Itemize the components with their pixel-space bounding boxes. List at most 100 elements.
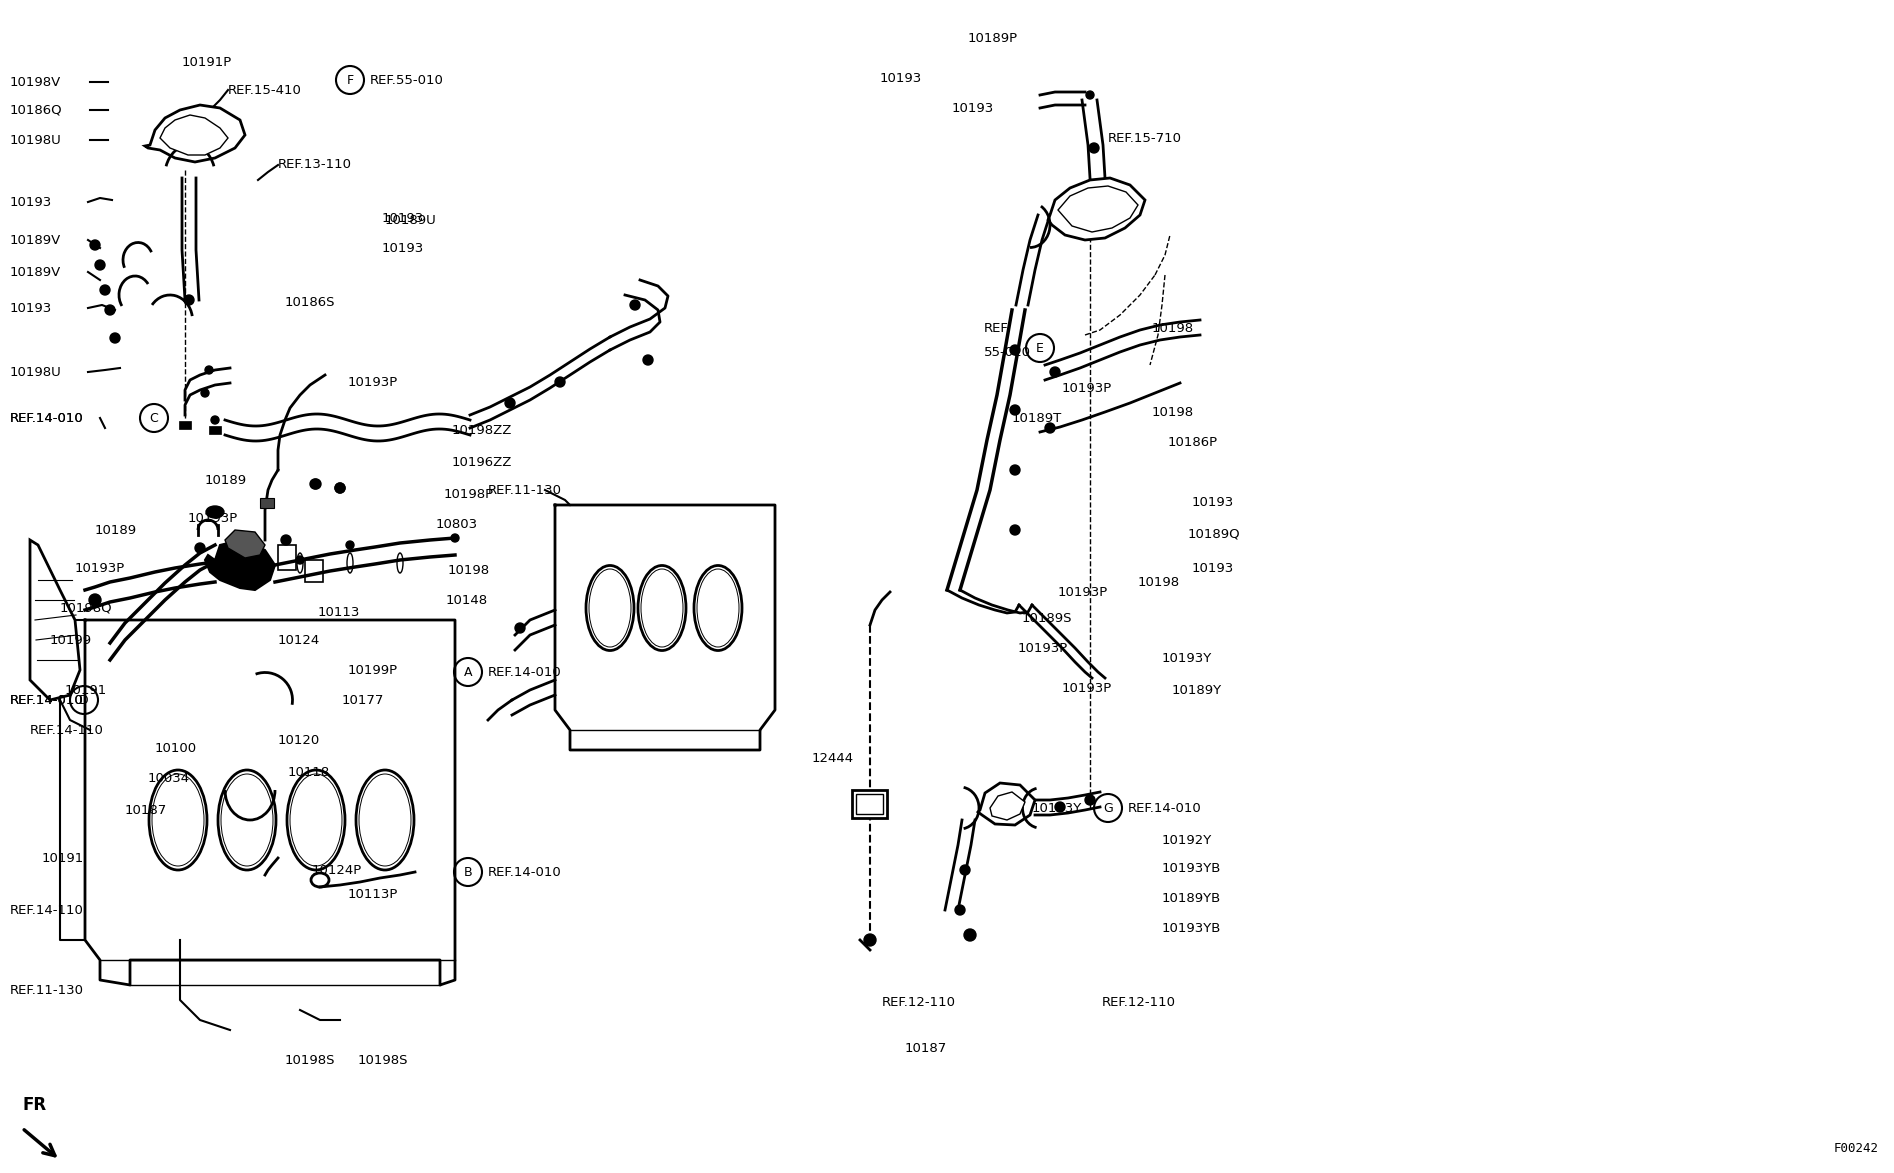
Text: 10189YB: 10189YB	[1163, 891, 1222, 904]
Circle shape	[347, 541, 354, 549]
Circle shape	[205, 366, 212, 374]
Circle shape	[631, 300, 640, 310]
Ellipse shape	[206, 506, 223, 518]
Text: REF.14-010: REF.14-010	[9, 412, 83, 425]
Circle shape	[335, 483, 345, 493]
Text: 10198: 10198	[449, 563, 491, 576]
Text: 10193: 10193	[1191, 562, 1235, 575]
Text: 10193: 10193	[953, 102, 994, 115]
Text: 10189V: 10189V	[9, 265, 61, 278]
Circle shape	[515, 623, 525, 633]
Text: 10198U: 10198U	[9, 366, 63, 379]
Text: 10193: 10193	[881, 72, 922, 84]
Circle shape	[295, 556, 305, 564]
Circle shape	[201, 389, 208, 396]
Text: REF.15-410: REF.15-410	[227, 83, 301, 96]
Text: 10189Y: 10189Y	[1172, 684, 1222, 697]
Polygon shape	[1059, 187, 1138, 232]
Text: 10191: 10191	[42, 852, 83, 865]
Text: G: G	[1102, 801, 1114, 814]
Text: 12444: 12444	[813, 752, 854, 765]
Circle shape	[110, 333, 119, 343]
Circle shape	[95, 260, 104, 270]
Text: 10189P: 10189P	[968, 32, 1019, 45]
Text: 10193: 10193	[9, 301, 53, 314]
Text: 10198: 10198	[1138, 576, 1180, 589]
Polygon shape	[30, 540, 80, 700]
Circle shape	[955, 906, 966, 915]
Circle shape	[1089, 143, 1099, 152]
Circle shape	[1055, 802, 1064, 812]
Circle shape	[100, 285, 110, 294]
Text: 10199P: 10199P	[348, 664, 398, 677]
Circle shape	[1010, 465, 1021, 475]
Text: 10189: 10189	[95, 523, 136, 536]
Text: 10198ZZ: 10198ZZ	[453, 423, 513, 436]
Polygon shape	[146, 106, 244, 162]
Circle shape	[960, 865, 970, 875]
Text: REF.15-710: REF.15-710	[1108, 131, 1182, 144]
Circle shape	[1010, 405, 1021, 415]
Circle shape	[335, 483, 345, 493]
Circle shape	[642, 355, 653, 365]
Polygon shape	[991, 792, 1025, 820]
Text: 10148: 10148	[445, 594, 489, 606]
Text: REF.: REF.	[985, 321, 1011, 334]
Text: 10198P: 10198P	[443, 488, 494, 501]
Text: E: E	[1036, 341, 1044, 354]
Bar	[278, 545, 295, 570]
Text: 10193: 10193	[383, 211, 424, 224]
Text: 10193P: 10193P	[1063, 381, 1112, 394]
Text: 10192Y: 10192Y	[1163, 834, 1212, 847]
Text: 10193Y: 10193Y	[1163, 651, 1212, 664]
Text: 10186Q: 10186Q	[9, 103, 63, 116]
Text: 10189T: 10189T	[1011, 412, 1063, 425]
Text: 10177: 10177	[343, 693, 384, 706]
Text: 10193Y: 10193Y	[1032, 801, 1081, 814]
Circle shape	[195, 543, 205, 552]
Text: FR: FR	[23, 1096, 45, 1114]
Circle shape	[451, 534, 458, 542]
Text: 10191: 10191	[64, 684, 108, 697]
Text: REF.13-110: REF.13-110	[278, 158, 352, 171]
Text: F: F	[227, 561, 233, 574]
Text: 10198: 10198	[1152, 321, 1193, 334]
Text: 10198Q: 10198Q	[61, 602, 112, 615]
Text: 10193YB: 10193YB	[1163, 861, 1222, 875]
Circle shape	[311, 479, 320, 489]
Text: 10193YB: 10193YB	[1163, 922, 1222, 935]
Circle shape	[89, 594, 100, 606]
Text: 10120: 10120	[278, 733, 320, 746]
Circle shape	[280, 535, 292, 545]
Text: 10113P: 10113P	[348, 888, 398, 902]
Text: 10193P: 10193P	[348, 375, 398, 388]
Bar	[208, 426, 222, 434]
Circle shape	[964, 929, 975, 941]
Text: A: A	[464, 665, 472, 678]
Circle shape	[1085, 795, 1095, 805]
Text: 10124: 10124	[278, 633, 320, 646]
Circle shape	[1049, 367, 1061, 377]
Polygon shape	[1047, 178, 1146, 240]
Text: 10189U: 10189U	[384, 213, 438, 226]
Bar	[856, 794, 883, 814]
Text: 10803: 10803	[436, 518, 477, 531]
Circle shape	[104, 305, 116, 316]
Text: 10198U: 10198U	[9, 134, 63, 147]
Bar	[305, 560, 324, 582]
Polygon shape	[225, 530, 265, 558]
Circle shape	[1010, 526, 1021, 535]
Text: 10198: 10198	[1152, 406, 1193, 419]
Text: 10193P: 10193P	[76, 562, 125, 575]
Polygon shape	[977, 784, 1034, 825]
Text: REF.12-110: REF.12-110	[1102, 996, 1176, 1009]
Bar	[259, 499, 275, 508]
Text: 10186S: 10186S	[284, 296, 335, 308]
Text: REF.14-110: REF.14-110	[30, 724, 104, 737]
Text: 55-010: 55-010	[985, 346, 1030, 359]
Text: D: D	[80, 693, 89, 706]
Text: REF.14-010: REF.14-010	[489, 866, 563, 879]
Circle shape	[210, 416, 220, 423]
Text: 10189Q: 10189Q	[1188, 528, 1241, 541]
Text: REF.11-130: REF.11-130	[9, 983, 83, 997]
